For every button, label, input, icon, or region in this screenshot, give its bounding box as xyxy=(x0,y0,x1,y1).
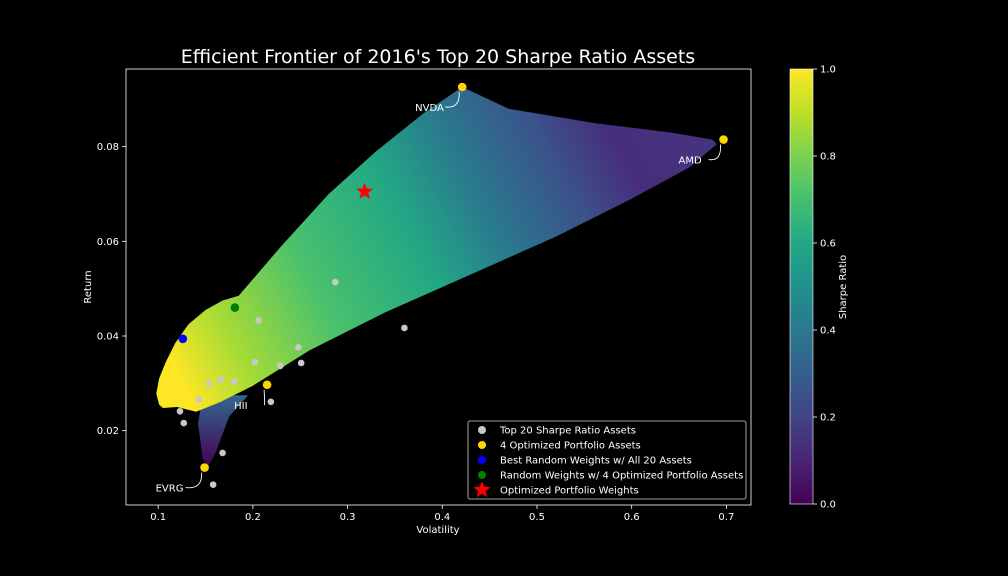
colorbar-tick-label: 1.0 xyxy=(820,65,836,76)
legend-label-2: Best Random Weights w/ All 20 Assets xyxy=(500,456,692,467)
annotation-label-hii: HII xyxy=(234,401,247,412)
portfolio-cloud-tail xyxy=(198,395,249,467)
x-axis: 0.1 0.2 0.3 0.4 0.5 0.6 0.7 xyxy=(150,505,734,523)
colorbar-gradient xyxy=(789,68,814,505)
legend-label-0: Top 20 Sharpe Ratio Assets xyxy=(499,426,636,437)
markers-layer xyxy=(176,82,728,488)
y-tick-label: 0.04 xyxy=(97,331,119,342)
legend-label-3: Random Weights w/ 4 Optimized Portfolio … xyxy=(500,471,743,482)
series-0-point-6 xyxy=(277,362,284,370)
annotation-label-nvda: NVDA xyxy=(415,103,444,114)
chart-title-group: Efficient Frontier of 2016's Top 20 Shar… xyxy=(181,46,695,68)
optimized-portfolio-star xyxy=(356,182,374,199)
x-tick-label: 0.3 xyxy=(340,512,356,523)
legend-marker-3 xyxy=(478,471,486,479)
y-tick-label: 0.06 xyxy=(97,237,119,248)
portfolio-cloud xyxy=(156,87,717,467)
annotation-arrow-nvda xyxy=(445,91,460,108)
series-1-point-0 xyxy=(457,82,467,92)
annotation-arrow-hii xyxy=(263,389,266,406)
portfolio-cloud-main xyxy=(156,87,717,412)
colorbar-tick-label: 0.2 xyxy=(820,413,836,424)
y-tick-label: 0.02 xyxy=(97,426,119,437)
legend-label-1: 4 Optimized Portfolio Assets xyxy=(500,441,641,452)
x-tick-label: 0.4 xyxy=(434,512,450,523)
annotation-label-amd: AMD xyxy=(679,156,702,167)
plot-frame xyxy=(125,68,752,506)
series-0-point-7 xyxy=(217,376,224,383)
legend: Top 20 Sharpe Ratio Assets 4 Optimized Po… xyxy=(467,420,747,500)
series-1-point-3 xyxy=(200,463,209,472)
series-1-point-2 xyxy=(262,380,272,390)
annotations-layer: NVDA AMD HII EVRG xyxy=(156,91,722,495)
colorbar: Sharpe Ratio 0.0 0.2 0.4 0.6 0.8 1.0 xyxy=(789,65,849,511)
legend-marker-1 xyxy=(478,441,486,449)
series-0-point-4 xyxy=(251,358,259,366)
colorbar-tick-label: 0.0 xyxy=(820,500,836,511)
colorbar-label: Sharpe Ratio xyxy=(838,255,849,319)
legend-label-4: Optimized Portfolio Weights xyxy=(500,486,639,497)
x-tick-label: 0.1 xyxy=(150,512,166,523)
x-tick-label: 0.5 xyxy=(529,512,545,523)
legend-marker-2 xyxy=(478,456,486,464)
plot-area: NVDA AMD HII EVRG xyxy=(125,68,752,506)
series-2-point-0 xyxy=(178,334,188,344)
series-0-point-12 xyxy=(176,407,184,415)
series-0-point-11 xyxy=(267,398,275,406)
y-tick-label: 0.08 xyxy=(97,142,119,153)
legend-box xyxy=(467,420,747,500)
series-0-point-5 xyxy=(297,359,305,367)
colorbar-tick-label: 0.6 xyxy=(820,239,836,250)
x-tick-label: 0.2 xyxy=(245,512,261,523)
series-0-point-9 xyxy=(230,378,238,385)
x-axis-title: Volatility xyxy=(416,525,459,536)
annotation-arrow-amd xyxy=(708,144,722,161)
y-axis: 0.02 0.04 0.06 0.08 xyxy=(97,142,126,437)
colorbar-tick-label: 0.4 xyxy=(820,326,836,337)
series-3-point-0 xyxy=(230,303,240,312)
y-axis-title: Return xyxy=(83,270,94,303)
series-0-point-14 xyxy=(219,449,226,457)
legend-marker-star xyxy=(473,481,491,498)
series-0-point-15 xyxy=(209,481,217,488)
x-tick-label: 0.7 xyxy=(718,512,734,523)
legend-marker-0 xyxy=(478,426,486,434)
annotation-label-evrg: EVRG xyxy=(156,484,184,495)
chart-title: Efficient Frontier of 2016's Top 20 Shar… xyxy=(181,46,695,68)
series-0-point-0 xyxy=(331,278,339,286)
x-tick-label: 0.6 xyxy=(624,512,640,523)
series-0-point-1 xyxy=(401,324,408,332)
series-0-point-2 xyxy=(255,317,262,324)
series-0-point-3 xyxy=(295,344,302,351)
series-1-point-1 xyxy=(719,135,728,144)
colorbar-tick-label: 0.8 xyxy=(820,152,836,163)
series-0-point-8 xyxy=(206,380,213,388)
annotation-arrow-evrg xyxy=(185,472,203,489)
series-0-point-10 xyxy=(195,396,203,403)
series-0-point-13 xyxy=(180,419,188,427)
